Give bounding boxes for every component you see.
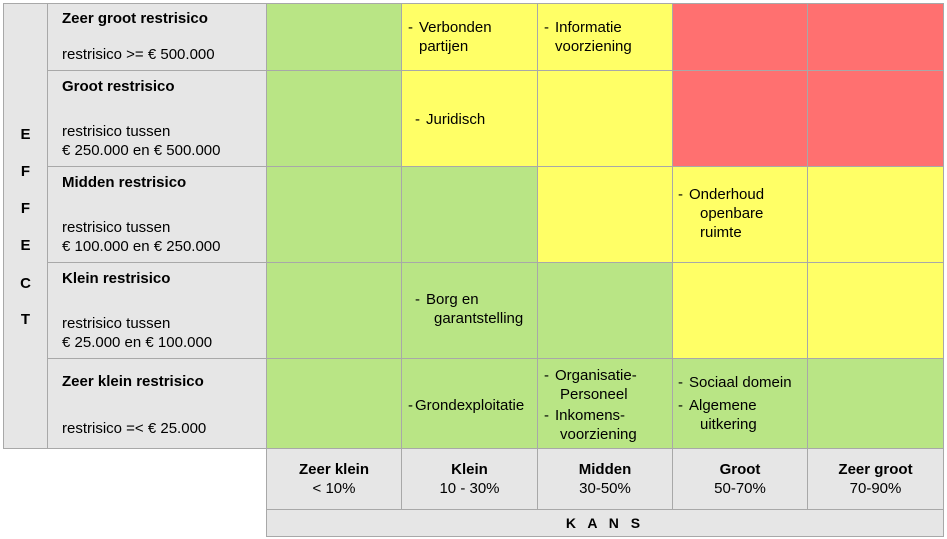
matrix-cell xyxy=(808,359,943,448)
row-desc: € 25.000 en € 100.000 xyxy=(62,334,213,351)
grid-line xyxy=(537,3,538,510)
row-title: Zeer klein restrisico xyxy=(62,373,204,390)
grid-line xyxy=(267,509,943,510)
matrix-cell xyxy=(808,263,943,358)
matrix-cell xyxy=(267,359,401,448)
grid-line xyxy=(266,3,267,537)
column-header-midden: Midden 30-50% xyxy=(538,449,672,509)
column-range: 30-50% xyxy=(579,480,631,497)
row-label-column xyxy=(48,4,266,448)
matrix-cell xyxy=(538,167,672,262)
grid-line xyxy=(48,262,943,263)
matrix-cell xyxy=(808,167,943,262)
column-title: Klein xyxy=(451,461,488,478)
risk-item-sociaal-domein: - Sociaal domein xyxy=(678,374,792,391)
row-title: Klein restrisico xyxy=(62,270,171,287)
grid-line xyxy=(3,3,4,449)
effect-axis: E F F E C T xyxy=(4,4,47,448)
grid-line xyxy=(807,3,808,510)
grid-line xyxy=(47,3,48,449)
grid-line xyxy=(943,3,944,537)
matrix-cell xyxy=(673,4,807,70)
matrix-cell xyxy=(673,359,807,448)
risk-item-algemene-uitkering: - Algemene uitkering xyxy=(678,397,757,433)
row-title: Zeer groot restrisico xyxy=(62,10,208,27)
row-label-klein: Klein restrisico restrisico tussen € 25.… xyxy=(48,263,266,358)
effect-letter: C xyxy=(20,275,31,292)
matrix-cell xyxy=(673,263,807,358)
column-title: Zeer groot xyxy=(838,461,913,478)
grid-line xyxy=(4,448,943,449)
matrix-cell xyxy=(673,71,807,166)
grid-line xyxy=(48,70,943,71)
matrix-cell xyxy=(267,263,401,358)
grid-line xyxy=(48,358,943,359)
risk-item-borg-en-garantstelling: - Borg en garantstelling xyxy=(415,291,524,327)
row-label-zeer-groot: Zeer groot restrisico restrisico >= € 50… xyxy=(48,4,266,70)
row-desc: restrisico tussen xyxy=(62,315,171,332)
row-title: Groot restrisico xyxy=(62,78,175,95)
effect-letter: T xyxy=(20,311,31,328)
matrix-cell xyxy=(402,167,537,262)
column-range: 10 - 30% xyxy=(439,480,500,497)
row-label-midden: Midden restrisico restrisico tussen € 10… xyxy=(48,167,266,262)
grid-line xyxy=(267,536,943,537)
column-header-groot: Groot 50-70% xyxy=(673,449,807,509)
column-title: Midden xyxy=(578,461,632,478)
grid-line xyxy=(401,3,402,510)
grid-line xyxy=(48,166,943,167)
effect-letter: F xyxy=(20,200,31,217)
grid-line xyxy=(4,3,943,4)
matrix-cell xyxy=(538,71,672,166)
matrix-cell xyxy=(267,167,401,262)
risk-item-verbonden-partijen: - Verbonden partijen xyxy=(408,19,492,55)
matrix-cell xyxy=(402,71,537,166)
column-title: Zeer klein xyxy=(298,461,370,478)
matrix-cell xyxy=(538,359,672,448)
row-desc: € 100.000 en € 250.000 xyxy=(62,238,221,255)
risk-item-juridisch: - Juridisch xyxy=(415,111,486,128)
risk-item-organisatie-personeel: - Organisatie- Personeel xyxy=(544,367,637,403)
row-desc: € 250.000 en € 500.000 xyxy=(62,142,221,159)
kans-axis-label: K A N S xyxy=(267,510,943,536)
column-header-zeer-klein: Zeer klein < 10% xyxy=(267,449,401,509)
matrix-cell xyxy=(402,4,537,70)
matrix-cell xyxy=(402,359,537,448)
matrix-cell xyxy=(808,71,943,166)
matrix-cell xyxy=(808,4,943,70)
risk-item-onderhoud-openbare-ruimte: - Onderhoud openbare ruimte xyxy=(678,186,765,241)
matrix-cell xyxy=(538,263,672,358)
row-desc: restrisico =< € 25.000 xyxy=(62,420,207,437)
row-desc: restrisico tussen xyxy=(62,123,171,140)
column-range: 70-90% xyxy=(849,480,902,497)
column-title: Groot xyxy=(719,461,761,478)
grid-line xyxy=(672,3,673,510)
matrix-cell xyxy=(673,167,807,262)
effect-letter: E xyxy=(20,237,31,254)
row-title: Midden restrisico xyxy=(62,174,187,191)
risk-item-grondexploitatie: - Grondexploitatie xyxy=(408,397,525,414)
row-label-groot: Groot restrisico restrisico tussen € 250… xyxy=(48,71,266,166)
row-desc: restrisico tussen xyxy=(62,219,171,236)
matrix-cell xyxy=(402,263,537,358)
risk-item-informatie-voorziening: - Informatie voorziening xyxy=(544,19,632,55)
column-header-band xyxy=(267,449,943,509)
matrix-cell xyxy=(267,4,401,70)
effect-letter: F xyxy=(20,163,31,180)
column-header-zeer-groot: Zeer groot 70-90% xyxy=(808,449,943,509)
column-range: < 10% xyxy=(312,480,356,497)
effect-letter: E xyxy=(20,126,31,143)
matrix-cell xyxy=(538,4,672,70)
matrix-cell xyxy=(267,71,401,166)
risk-item-inkomens-voorziening: - Inkomens- voorziening xyxy=(544,407,637,443)
row-label-zeer-klein: Zeer klein restrisico restrisico =< € 25… xyxy=(48,359,266,448)
row-desc: restrisico >= € 500.000 xyxy=(62,46,215,63)
column-range: 50-70% xyxy=(714,480,766,497)
column-header-klein: Klein 10 - 30% xyxy=(402,449,537,509)
